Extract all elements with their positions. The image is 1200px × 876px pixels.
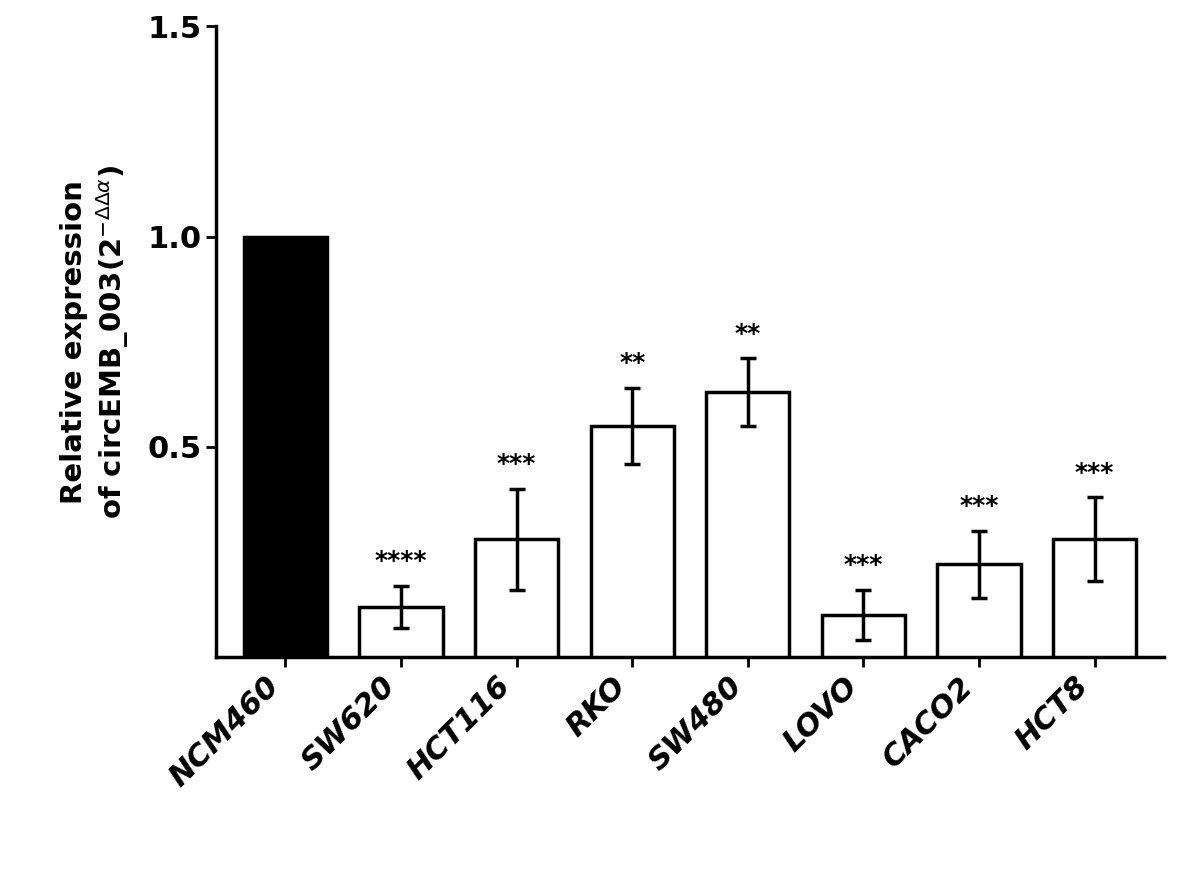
Bar xyxy=(937,564,1021,657)
Text: **: ** xyxy=(619,351,646,375)
Bar xyxy=(706,392,790,657)
Bar xyxy=(244,237,326,657)
Bar xyxy=(590,426,674,657)
Bar xyxy=(1054,540,1136,657)
Text: **: ** xyxy=(734,321,761,346)
Text: ***: *** xyxy=(1075,461,1115,484)
Bar xyxy=(359,606,443,657)
Text: ***: *** xyxy=(959,494,998,519)
Bar xyxy=(475,540,558,657)
Text: ***: *** xyxy=(497,452,536,477)
Bar xyxy=(822,615,905,657)
Text: ***: *** xyxy=(844,553,883,577)
Text: ****: **** xyxy=(374,549,427,573)
Y-axis label: Relative expression
of circEMB_003(2$^{-\Delta\Deltaα}$): Relative expression of circEMB_003(2$^{-… xyxy=(60,165,131,519)
